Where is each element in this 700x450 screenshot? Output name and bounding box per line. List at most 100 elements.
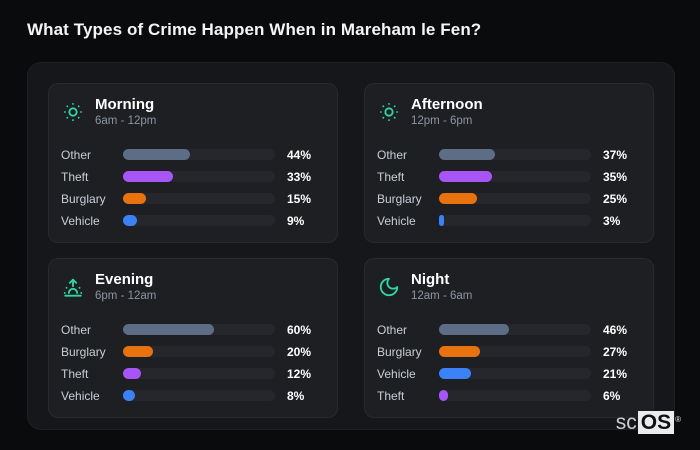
card-time-range: 6am - 12pm: [95, 115, 157, 127]
bar-row: Theft 12%: [61, 366, 321, 381]
bar-track: [123, 149, 275, 160]
bar-track: [123, 368, 275, 379]
bar-value: 8%: [287, 388, 305, 403]
bar-label: Burglary: [377, 191, 422, 206]
bar-rows: Other 46% Burglary 27% Vehicle 21% Theft: [377, 322, 637, 403]
bar-track: [123, 346, 275, 357]
registered-mark: ®: [675, 415, 681, 424]
sun-icon: [61, 100, 85, 124]
bar-row: Other 37%: [377, 147, 637, 162]
sun-icon: [377, 100, 401, 124]
bar-value: 46%: [603, 322, 628, 337]
moon-icon: [377, 275, 401, 299]
bar-track: [439, 215, 591, 226]
bar-rows: Other 44% Theft 33% Burglary 15% Vehicle: [61, 147, 321, 228]
bar-row: Burglary 25%: [377, 191, 637, 206]
bar-track: [439, 346, 591, 357]
bar-label: Theft: [61, 169, 89, 184]
bar-label: Burglary: [61, 344, 106, 359]
bar-label: Burglary: [377, 344, 422, 359]
bar-track: [123, 390, 275, 401]
bar-row: Theft 6%: [377, 388, 637, 403]
bar-row: Burglary 15%: [61, 191, 321, 206]
page-title: What Types of Crime Happen When in Mareh…: [27, 20, 482, 39]
bar-row: Vehicle 8%: [61, 388, 321, 403]
bar-label: Vehicle: [377, 213, 416, 228]
bar-value: 44%: [287, 147, 312, 162]
bar-fill: [123, 149, 190, 160]
bar-fill: [439, 390, 449, 401]
card-time-range: 6pm - 12am: [95, 290, 157, 302]
bar-fill: [439, 215, 444, 226]
bar-row: Other 44%: [61, 147, 321, 162]
bar-label: Other: [61, 147, 92, 162]
bar-track: [439, 368, 591, 379]
bar-track: [123, 215, 275, 226]
bar-value: 25%: [603, 191, 628, 206]
bar-fill: [123, 346, 154, 357]
watermark-prefix: sc: [615, 411, 637, 434]
bar-value: 15%: [287, 191, 312, 206]
bar-value: 60%: [287, 322, 312, 337]
bar-track: [439, 149, 591, 160]
card-time-range: 12pm - 6pm: [411, 115, 473, 127]
time-card-night: Night 12am - 6am Other 46% Burglary 27% …: [364, 258, 654, 418]
bar-row: Other 46%: [377, 322, 637, 337]
bar-label: Vehicle: [377, 366, 416, 381]
bar-fill: [439, 149, 496, 160]
card-header: Evening 6pm - 12am: [61, 271, 321, 303]
bar-value: 20%: [287, 344, 312, 359]
time-card-evening: Evening 6pm - 12am Other 60% Burglary 20…: [48, 258, 338, 418]
bar-label: Vehicle: [61, 213, 100, 228]
bar-label: Other: [377, 322, 408, 337]
card-header-text: Morning 6am - 12pm: [95, 96, 156, 128]
bar-track: [123, 193, 275, 204]
bar-label: Theft: [377, 388, 405, 403]
bar-label: Vehicle: [61, 388, 100, 403]
card-header: Morning 6am - 12pm: [61, 96, 321, 128]
card-title: Afternoon: [411, 96, 483, 113]
bar-track: [123, 171, 275, 182]
bar-fill: [123, 171, 174, 182]
card-header-text: Afternoon 12pm - 6pm: [411, 96, 483, 128]
bar-row: Vehicle 9%: [61, 213, 321, 228]
bar-value: 12%: [287, 366, 312, 381]
sunrise-icon: [61, 275, 85, 299]
watermark-brand: OS: [637, 411, 675, 434]
bar-value: 35%: [603, 169, 628, 184]
bar-fill: [439, 368, 471, 379]
bar-value: 21%: [603, 366, 628, 381]
bar-fill: [439, 193, 477, 204]
bar-row: Theft 33%: [61, 169, 321, 184]
bar-row: Other 60%: [61, 322, 321, 337]
card-header-text: Night 12am - 6am: [411, 271, 472, 303]
bar-label: Burglary: [61, 191, 106, 206]
bar-track: [439, 324, 591, 335]
bar-row: Theft 35%: [377, 169, 637, 184]
card-header: Afternoon 12pm - 6pm: [377, 96, 637, 128]
card-time-range: 12am - 6am: [411, 290, 473, 302]
bar-fill: [123, 390, 136, 401]
bar-fill: [123, 215, 137, 226]
dashboard-panel: Morning 6am - 12pm Other 44% Theft 33% B…: [27, 62, 675, 430]
time-card-morning: Morning 6am - 12pm Other 44% Theft 33% B…: [48, 83, 338, 243]
bar-row: Burglary 27%: [377, 344, 637, 359]
bar-label: Other: [61, 322, 92, 337]
bar-value: 37%: [603, 147, 628, 162]
bar-fill: [123, 324, 215, 335]
card-title: Morning: [95, 96, 155, 113]
bar-fill: [439, 346, 481, 357]
bar-track: [439, 171, 591, 182]
bar-label: Theft: [61, 366, 89, 381]
bar-row: Vehicle 21%: [377, 366, 637, 381]
time-card-afternoon: Afternoon 12pm - 6pm Other 37% Theft 35%…: [364, 83, 654, 243]
bar-value: 3%: [603, 213, 621, 228]
bar-value: 6%: [603, 388, 621, 403]
card-title: Evening: [95, 271, 154, 288]
bar-track: [439, 390, 591, 401]
bar-fill: [123, 368, 142, 379]
bar-label: Theft: [377, 169, 405, 184]
bar-fill: [439, 324, 509, 335]
bar-fill: [123, 193, 146, 204]
bar-row: Vehicle 3%: [377, 213, 637, 228]
